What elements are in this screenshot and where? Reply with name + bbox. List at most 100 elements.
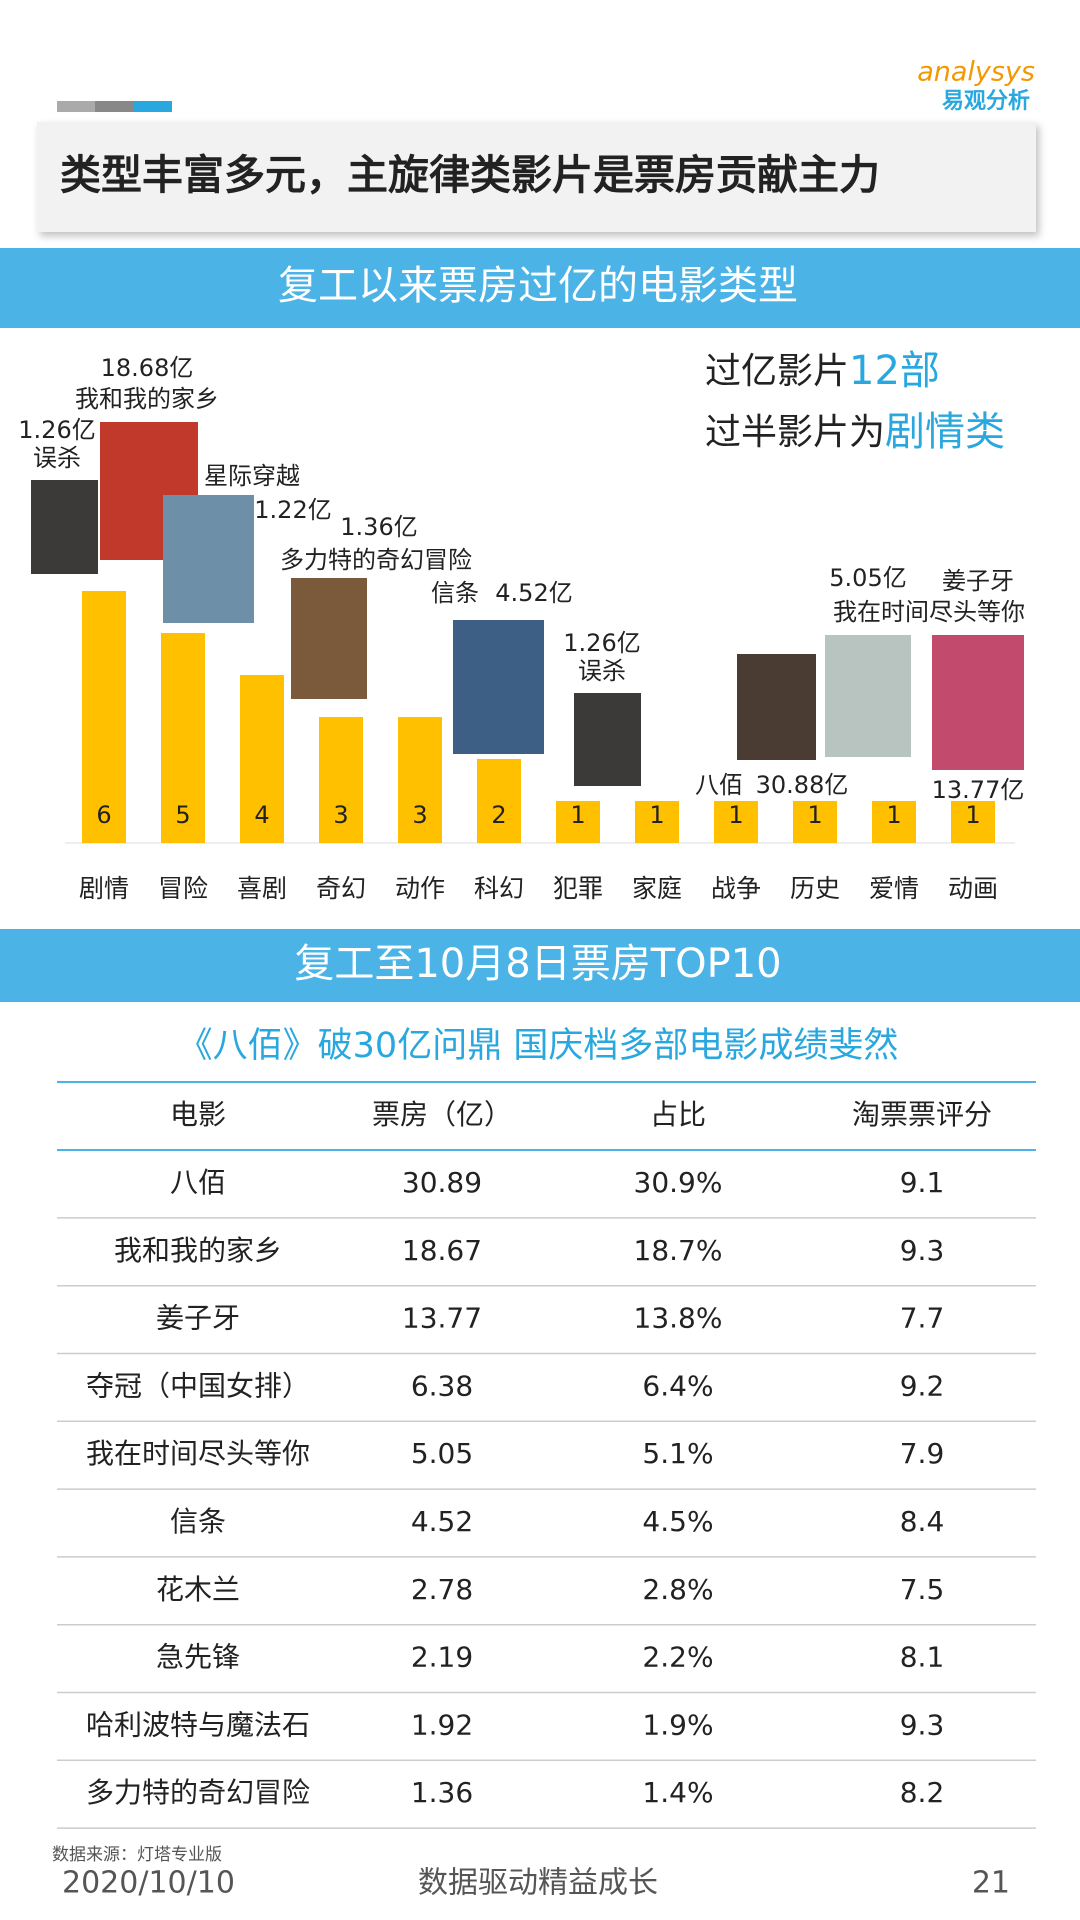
- annotation-title: 八佰: [695, 771, 743, 799]
- annotation-gross: 1.36亿: [340, 513, 417, 541]
- poster: [574, 693, 641, 786]
- data-label: 3: [412, 801, 427, 829]
- poster: [31, 480, 98, 574]
- highlight-text: 过半影片为: [705, 412, 885, 453]
- table-cell: 9.3: [900, 1234, 945, 1267]
- table-cell: 1.36: [411, 1776, 473, 1809]
- table-cell: 18.7%: [634, 1234, 723, 1267]
- table-title: 复工至10月8日票房TOP10: [294, 941, 781, 987]
- bar: [556, 801, 600, 843]
- table-cell: 1.9%: [642, 1708, 713, 1741]
- table-cell: 6.4%: [642, 1369, 713, 1402]
- source: 数据来源：灯塔专业版: [52, 1845, 222, 1865]
- x-tick-label: 犯罪: [553, 874, 603, 903]
- annotation-title: 误杀: [33, 444, 81, 472]
- table-cell: 18.67: [402, 1234, 482, 1267]
- table-cell: 7.5: [900, 1573, 945, 1606]
- bar: [714, 801, 758, 843]
- table-cell: 8.4: [900, 1505, 945, 1538]
- annotation-gross: 5.05亿: [829, 564, 906, 592]
- chart-title: 复工以来票房过亿的电影类型: [278, 263, 798, 309]
- page-number: 21: [972, 1866, 1010, 1901]
- x-tick-label: 爱情: [869, 874, 919, 903]
- poster: [453, 620, 544, 754]
- annotation-gross: 18.68亿: [101, 354, 194, 382]
- highlight-emphasis: 12部: [849, 348, 940, 394]
- table-cell: 5.05: [411, 1437, 473, 1470]
- table-cell: 2.78: [411, 1573, 473, 1606]
- annotation-gross: 1.26亿: [563, 629, 640, 657]
- x-tick-label: 科幻: [474, 874, 524, 903]
- annotation-title: 信条: [431, 579, 479, 607]
- band: [0, 248, 1080, 328]
- table-cell: 8.1: [900, 1641, 945, 1674]
- data-label: 1: [570, 801, 585, 829]
- table-cell: 花木兰: [156, 1573, 240, 1606]
- poster: [163, 495, 254, 623]
- table-cell: 2.19: [411, 1641, 473, 1674]
- data-label: 3: [333, 801, 348, 829]
- poster: [932, 635, 1024, 770]
- table-cell: 2.8%: [642, 1573, 713, 1606]
- table-cell: 13.8%: [634, 1302, 723, 1335]
- table-cell: 急先锋: [156, 1641, 240, 1674]
- data-label: 4: [254, 801, 269, 829]
- band: [0, 929, 1080, 1002]
- page-title: 类型丰富多元，主旋律类影片是票房贡献主力: [60, 151, 880, 199]
- posters: [31, 422, 1024, 786]
- x-tick-label: 动作: [395, 874, 445, 903]
- data-label: 1: [649, 801, 664, 829]
- x-tick-label: 剧情: [79, 874, 129, 903]
- table-cell: 1.4%: [642, 1776, 713, 1809]
- date: 2020/10/10: [62, 1866, 235, 1901]
- column-header: 淘票票评分: [852, 1098, 992, 1131]
- x-tick-label: 奇幻: [316, 874, 366, 903]
- table-cell: 1.92: [411, 1708, 473, 1741]
- annotation-gross: 30.88亿: [756, 771, 849, 799]
- table-cell: 30.9%: [634, 1166, 723, 1199]
- table-cell: 我和我的家乡: [114, 1234, 282, 1267]
- deco-bar: [57, 101, 95, 112]
- data-label: 1: [807, 801, 822, 829]
- bar: [319, 717, 363, 843]
- x-tick-label: 喜剧: [237, 874, 287, 903]
- highlight-emphasis: 剧情类: [885, 409, 1005, 455]
- highlight: 过半影片为剧情类: [705, 409, 1005, 455]
- table-cell: 8.2: [900, 1776, 945, 1809]
- table-cell: 13.77: [402, 1302, 482, 1335]
- x-tick-label: 历史: [790, 874, 840, 903]
- data-label: 1: [886, 801, 901, 829]
- data-label: 1: [728, 801, 743, 829]
- poster: [291, 578, 367, 699]
- x-tick-label: 家庭: [632, 874, 682, 903]
- annotation-title: 姜子牙: [942, 567, 1014, 595]
- bar: [477, 759, 521, 843]
- logo-cn: 易观分析: [942, 89, 1030, 114]
- annotation-title: 误杀: [578, 657, 626, 685]
- table-cell: 5.1%: [642, 1437, 713, 1470]
- table-cell: 信条: [170, 1505, 226, 1538]
- table-cell: 夺冠（中国女排）: [86, 1369, 310, 1402]
- bar: [398, 717, 442, 843]
- column-header: 占比: [650, 1098, 706, 1131]
- bar: [793, 801, 837, 843]
- annotation-title: 我和我的家乡: [75, 385, 219, 413]
- table-cell: 4.52: [411, 1505, 473, 1538]
- x-tick-label: 冒险: [158, 874, 208, 903]
- slogan: 数据驱动精益成长: [418, 1866, 658, 1901]
- bar: [951, 801, 995, 843]
- table-cell: 9.1: [900, 1166, 945, 1199]
- bar: [82, 591, 126, 843]
- table-cell: 9.3: [900, 1708, 945, 1741]
- table-cell: 我在时间尽头等你: [86, 1437, 310, 1470]
- data-label: 2: [491, 801, 506, 829]
- bar: [872, 801, 916, 843]
- logo-en: analysys: [917, 57, 1035, 88]
- table-cell: 姜子牙: [156, 1302, 240, 1335]
- table-cell: 9.2: [900, 1369, 945, 1402]
- table-cell: 哈利波特与魔法石: [86, 1708, 310, 1741]
- annotation-gross: 1.26亿: [18, 416, 95, 444]
- table-cell: 7.7: [900, 1302, 945, 1335]
- poster: [825, 635, 911, 757]
